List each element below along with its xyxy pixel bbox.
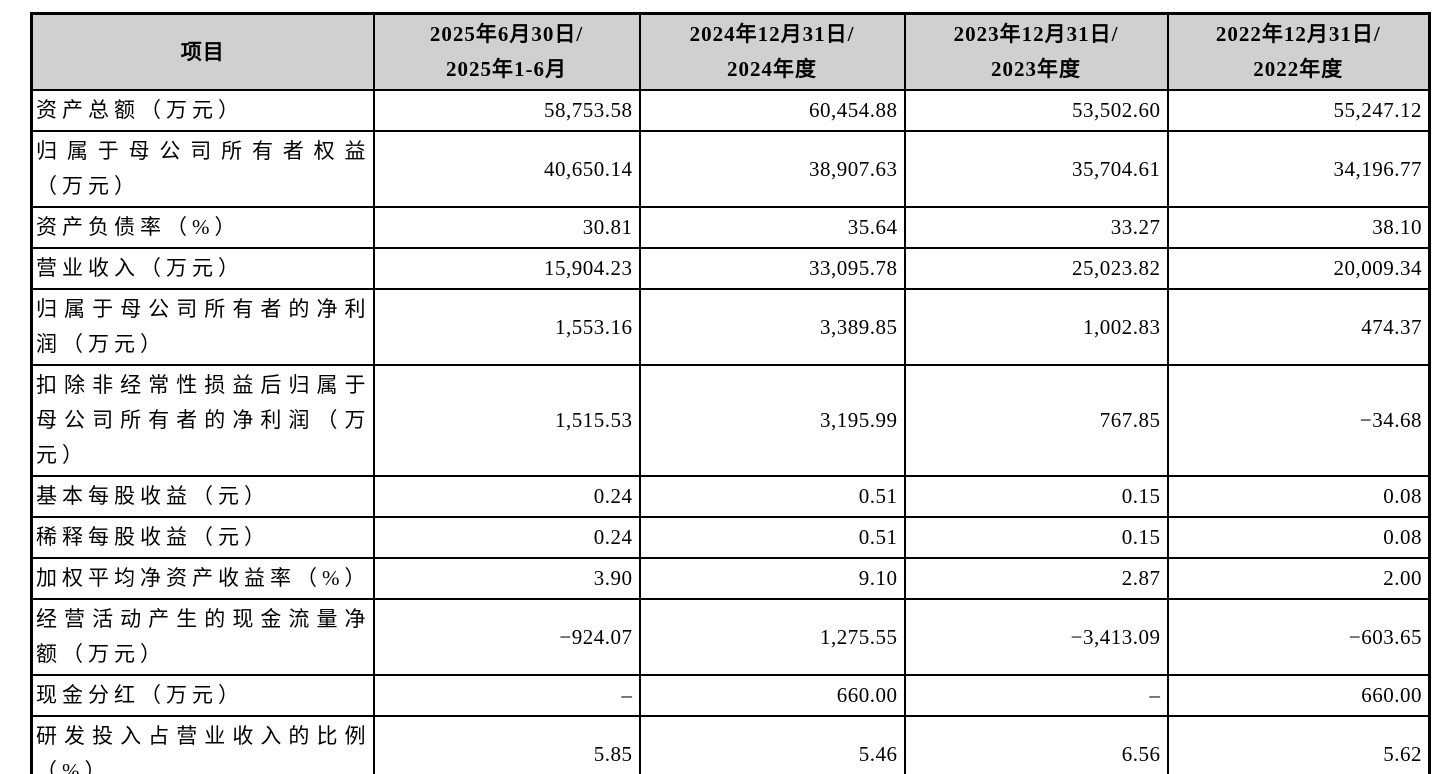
row-label: 归属于母公司所有者的净利润（万元）: [30, 288, 375, 366]
row-label: 加权平均净资产收益率（%）: [30, 557, 375, 600]
cell-value: 1,002.83: [903, 288, 1169, 366]
cell-value: 33,095.78: [638, 247, 906, 290]
cell-value: 2.00: [1166, 557, 1431, 600]
period-date-line: 2022年12月31日/: [1215, 22, 1381, 46]
cell-value: 2.87: [903, 557, 1169, 600]
cell-value: 1,275.55: [638, 598, 906, 676]
row-label: 研发投入占营业收入的比例（%）: [30, 715, 375, 774]
cell-value: 3,195.99: [638, 364, 906, 477]
cell-value: −3,413.09: [903, 598, 1169, 676]
cell-value: 6.56: [903, 715, 1169, 774]
table-row-weighted-avg-roe: 加权平均净资产收益率（%） 3.90 9.10 2.87 2.00: [30, 557, 1431, 600]
cell-value: 35.64: [638, 206, 906, 249]
cell-value: −34.68: [1166, 364, 1431, 477]
cell-value: 40,650.14: [372, 130, 641, 208]
column-header-period-2023: 2023年12月31日/ 2023年度: [903, 12, 1169, 91]
table-row-diluted-eps: 稀释每股收益（元） 0.24 0.51 0.15 0.08: [30, 516, 1431, 559]
cell-value: 3.90: [372, 557, 641, 600]
cell-value: –: [372, 674, 641, 717]
period-date-line: 2025年6月30日/: [429, 22, 584, 46]
cell-value: 660.00: [638, 674, 906, 717]
row-label: 归属于母公司所有者权益（万元）: [30, 130, 375, 208]
cell-value: 474.37: [1166, 288, 1431, 366]
cell-value: 0.15: [903, 516, 1169, 559]
row-label: 资产负债率（%）: [30, 206, 375, 249]
column-header-item-label: 项目: [180, 39, 225, 64]
table-row-net-profit-excl-nonrecurring: 扣除非经常性损益后归属于母公司所有者的净利润（万元） 1,515.53 3,19…: [30, 364, 1431, 477]
row-label: 稀释每股收益（元）: [30, 516, 375, 559]
cell-value: 1,515.53: [372, 364, 641, 477]
table-row-net-profit-parent: 归属于母公司所有者的净利润（万元） 1,553.16 3,389.85 1,00…: [30, 288, 1431, 366]
column-header-period-2024: 2024年12月31日/ 2024年度: [638, 12, 906, 91]
cell-value: 15,904.23: [372, 247, 641, 290]
cell-value: 0.24: [372, 516, 641, 559]
table-row-cash-dividend: 现金分红（万元） – 660.00 – 660.00: [30, 674, 1431, 717]
cell-value: 20,009.34: [1166, 247, 1431, 290]
cell-value: –: [903, 674, 1169, 717]
cell-value: 30.81: [372, 206, 641, 249]
cell-value: 1,553.16: [372, 288, 641, 366]
cell-value: 0.51: [638, 475, 906, 518]
cell-value: 9.10: [638, 557, 906, 600]
cell-value: −924.07: [372, 598, 641, 676]
cell-value: 33.27: [903, 206, 1169, 249]
cell-value: 0.24: [372, 475, 641, 518]
cell-value: 5.85: [372, 715, 641, 774]
column-header-period-2022: 2022年12月31日/ 2022年度: [1166, 12, 1431, 91]
column-header-period-2025: 2025年6月30日/ 2025年1-6月: [372, 12, 641, 91]
cell-value: 0.51: [638, 516, 906, 559]
table-row-basic-eps: 基本每股收益（元） 0.24 0.51 0.15 0.08: [30, 475, 1431, 518]
period-range-line: 2025年1-6月: [446, 57, 567, 81]
period-range-line: 2023年度: [991, 57, 1081, 81]
cell-value: 35,704.61: [903, 130, 1169, 208]
cell-value: 0.08: [1166, 516, 1431, 559]
table-row-debt-ratio: 资产负债率（%） 30.81 35.64 33.27 38.10: [30, 206, 1431, 249]
table-row-rd-expense-ratio: 研发投入占营业收入的比例（%） 5.85 5.46 6.56 5.62: [30, 715, 1431, 774]
table-row-parent-equity: 归属于母公司所有者权益（万元） 40,650.14 38,907.63 35,7…: [30, 130, 1431, 208]
cell-value: −603.65: [1166, 598, 1431, 676]
cell-value: 38,907.63: [638, 130, 906, 208]
header-row: 项目 2025年6月30日/ 2025年1-6月 2024年12月31日/ 20…: [30, 12, 1431, 91]
cell-value: 3,389.85: [638, 288, 906, 366]
table-row-operating-cash-flow: 经营活动产生的现金流量净额（万元） −924.07 1,275.55 −3,41…: [30, 598, 1431, 676]
period-range-line: 2024年度: [727, 57, 817, 81]
row-label: 资产总额（万元）: [30, 89, 375, 132]
cell-value: 0.08: [1166, 475, 1431, 518]
cell-value: 0.15: [903, 475, 1169, 518]
cell-value: 5.46: [638, 715, 906, 774]
cell-value: 25,023.82: [903, 247, 1169, 290]
row-label: 营业收入（万元）: [30, 247, 375, 290]
financial-summary-table: 项目 2025年6月30日/ 2025年1-6月 2024年12月31日/ 20…: [30, 12, 1431, 774]
period-date-line: 2023年12月31日/: [953, 22, 1119, 46]
cell-value: 660.00: [1166, 674, 1431, 717]
cell-value: 53,502.60: [903, 89, 1169, 132]
cell-value: 60,454.88: [638, 89, 906, 132]
row-label: 基本每股收益（元）: [30, 475, 375, 518]
row-label: 扣除非经常性损益后归属于母公司所有者的净利润（万元）: [30, 364, 375, 477]
column-header-item: 项目: [30, 12, 375, 91]
cell-value: 38.10: [1166, 206, 1431, 249]
row-label: 经营活动产生的现金流量净额（万元）: [30, 598, 375, 676]
period-range-line: 2022年度: [1253, 57, 1344, 81]
cell-value: 5.62: [1166, 715, 1431, 774]
cell-value: 55,247.12: [1166, 89, 1431, 132]
table-row-total-assets: 资产总额（万元） 58,753.58 60,454.88 53,502.60 5…: [30, 89, 1431, 132]
cell-value: 58,753.58: [372, 89, 641, 132]
cell-value: 767.85: [903, 364, 1169, 477]
row-label: 现金分红（万元）: [30, 674, 375, 717]
table-row-operating-revenue: 营业收入（万元） 15,904.23 33,095.78 25,023.82 2…: [30, 247, 1431, 290]
period-date-line: 2024年12月31日/: [689, 22, 855, 46]
cell-value: 34,196.77: [1166, 130, 1431, 208]
